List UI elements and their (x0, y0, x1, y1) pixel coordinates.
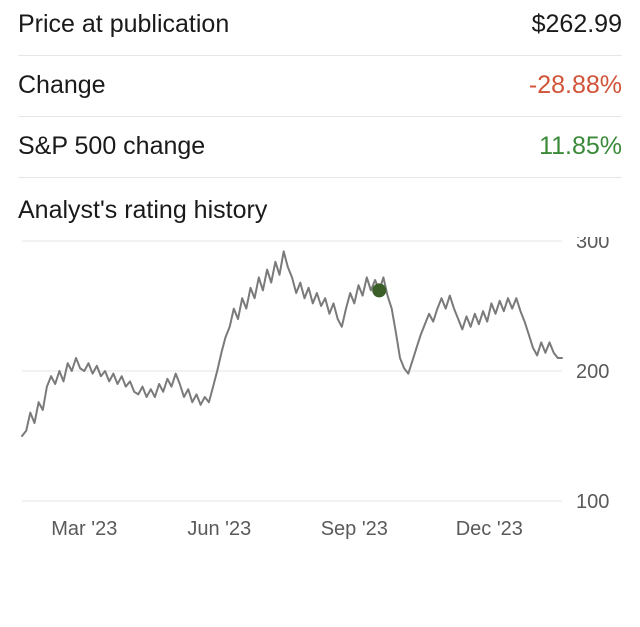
stock-summary-panel: Price at publication $262.99 Change -28.… (0, 0, 640, 557)
x-tick-label: Jun '23 (187, 518, 251, 540)
price-value: $262.99 (532, 10, 622, 39)
sp500-value: 11.85% (539, 132, 622, 161)
x-tick-label: Sep '23 (321, 518, 388, 540)
x-tick-label: Dec '23 (456, 518, 523, 540)
price-series-line (22, 251, 562, 436)
x-tick-label: Mar '23 (51, 518, 117, 540)
y-tick-label: 200 (576, 361, 609, 383)
y-tick-label: 300 (576, 237, 609, 253)
y-tick-label: 100 (576, 491, 609, 513)
change-label: Change (18, 71, 106, 100)
rating-history-chart: 100 200 300 Mar '23 Jun '23 Sep '23 Dec '23 (18, 237, 622, 557)
row-change: Change -28.88% (18, 56, 622, 117)
price-label: Price at publication (18, 10, 229, 39)
sp500-label: S&P 500 change (18, 132, 205, 161)
rating-history-svg: 100 200 300 Mar '23 Jun '23 Sep '23 Dec '23 (18, 237, 622, 557)
rating-history-title: Analyst's rating history (18, 178, 622, 237)
change-value: -28.88% (529, 71, 622, 100)
publication-marker (372, 283, 386, 297)
row-sp500-change: S&P 500 change 11.85% (18, 117, 622, 178)
row-price-at-publication: Price at publication $262.99 (18, 4, 622, 56)
